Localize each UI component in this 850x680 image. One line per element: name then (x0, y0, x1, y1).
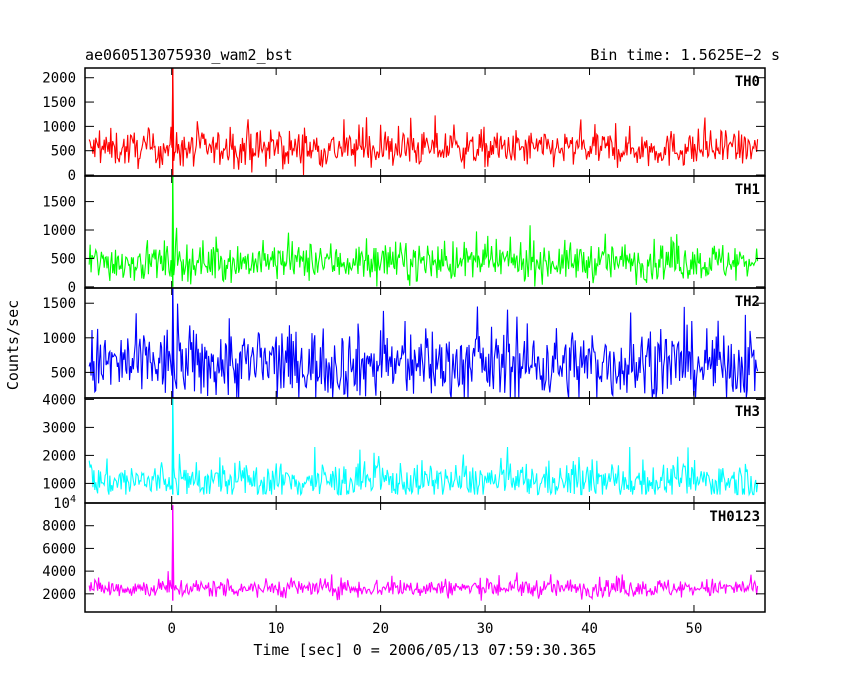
y-tick-label: 4000 (42, 564, 76, 580)
y-tick-label: 1000 (42, 476, 76, 492)
y-tick-label: 0 (68, 280, 76, 296)
y-axis-label: Counts/sec (4, 300, 22, 390)
x-tick-label: 50 (686, 621, 703, 637)
y-tick-label: 8000 (42, 519, 76, 535)
y-tick-label: 104 (53, 494, 76, 512)
series-th3 (88, 397, 759, 497)
series-th1 (88, 175, 759, 287)
chart-title-right: Bin time: 1.5625E−2 s (590, 46, 780, 64)
y-tick-label: 3000 (42, 420, 76, 436)
y-tick-label: 0 (68, 168, 76, 184)
x-tick-label: 20 (372, 621, 389, 637)
x-axis-label: Time [sec] 0 = 2006/05/13 07:59:30.365 (253, 641, 596, 659)
x-tick-label: 10 (268, 621, 285, 637)
panel-label-th0: TH0 (735, 74, 760, 90)
panel-label-th1: TH1 (735, 182, 760, 198)
y-tick-label: 500 (51, 251, 76, 267)
y-tick-label: 1500 (42, 296, 76, 312)
panel-label-th0123: TH0123 (709, 509, 760, 525)
y-tick-label: 1000 (42, 331, 76, 347)
y-tick-label: 6000 (42, 541, 76, 557)
y-tick-label: 2000 (42, 587, 76, 603)
x-tick-label: 40 (581, 621, 598, 637)
y-tick-label: 2000 (42, 448, 76, 464)
y-tick-exponent: 4 (70, 494, 76, 505)
y-tick-label: 1000 (42, 119, 76, 135)
panel-label-th2: TH2 (735, 294, 760, 310)
series-th2 (88, 287, 759, 399)
series-th0123 (88, 505, 759, 601)
panel-frame-th0123 (84, 502, 766, 613)
x-tick-label: 0 (167, 621, 175, 637)
y-tick-label: 1500 (42, 195, 76, 211)
y-tick-label: 500 (51, 365, 76, 381)
x-tick-label: 30 (477, 621, 494, 637)
y-tick-label: 2000 (42, 71, 76, 87)
y-tick-label: 1500 (42, 95, 76, 111)
chart-title-left: ae060513075930_wam2_bst (85, 46, 293, 64)
panel-label-th3: TH3 (735, 404, 760, 420)
y-tick-label: 1000 (42, 223, 76, 239)
y-tick-label: 4000 (42, 392, 76, 408)
series-th0 (88, 67, 759, 176)
y-tick-label: 500 (51, 144, 76, 160)
